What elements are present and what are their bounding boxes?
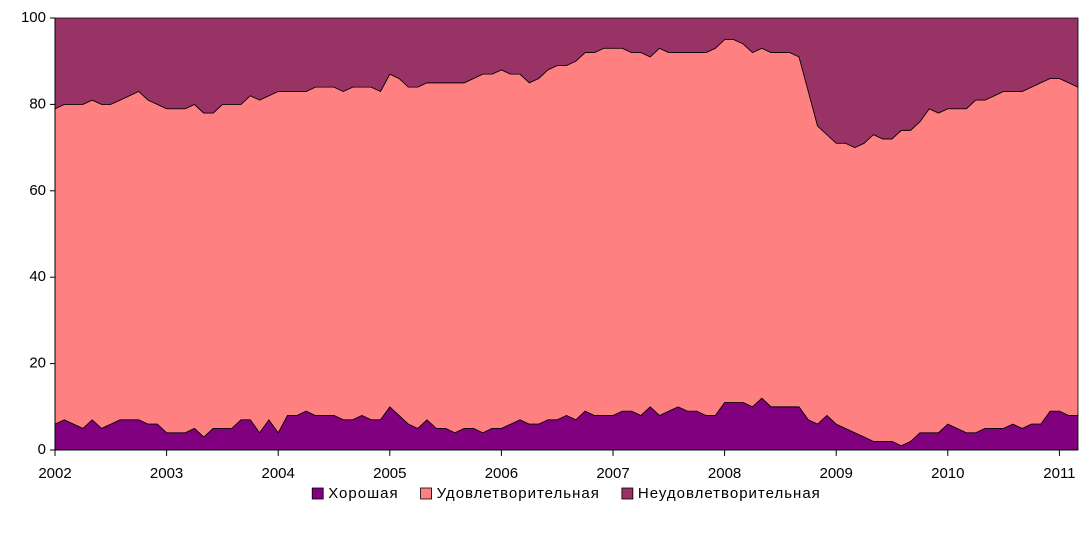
y-tick-label: 80 (29, 95, 46, 112)
x-tick-label: 2002 (38, 465, 71, 482)
legend-label: Неудовлетворительная (638, 485, 821, 502)
y-tick-label: 60 (29, 182, 46, 199)
x-tick-label: 2007 (596, 465, 629, 482)
legend-label: Удовлетворительная (437, 485, 600, 502)
y-tick-label: 0 (38, 441, 46, 458)
legend: Хорошая Удовлетворительная Неудовлетворите… (311, 485, 821, 502)
x-tick-label: 2011 (1043, 465, 1075, 482)
x-tick-label: 2004 (262, 465, 295, 482)
y-tick-label: 40 (29, 268, 46, 285)
legend-swatch (420, 487, 432, 500)
y-tick-label: 20 (29, 355, 46, 372)
area (54, 17, 1079, 149)
legend-swatch (311, 487, 324, 500)
x-tick-label: 2010 (931, 465, 964, 482)
x-tick-label: 2006 (485, 465, 518, 482)
x-tick-label: 2008 (708, 465, 741, 482)
legend-swatch (621, 487, 634, 500)
x-tick-label: 2003 (150, 465, 183, 482)
legend-label: Хорошая (328, 485, 398, 502)
y-tick-label: 100 (21, 9, 46, 26)
x-tick-label: 2005 (373, 465, 406, 482)
x-tick-label: 2009 (820, 465, 853, 482)
